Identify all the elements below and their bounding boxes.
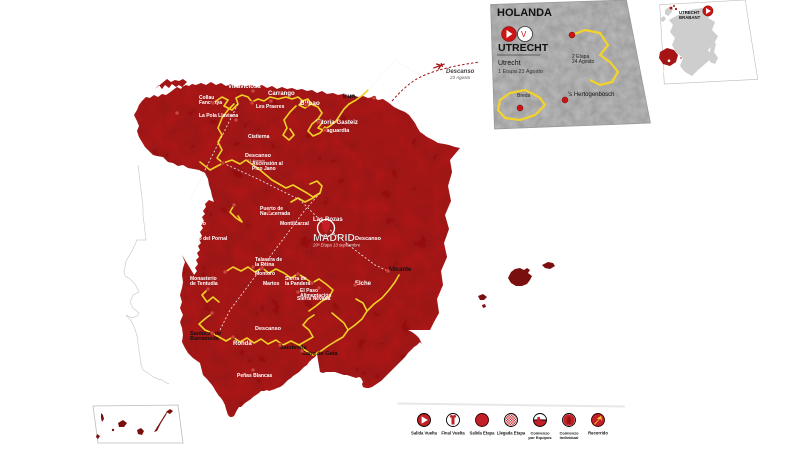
svg-text:Montilcarzal: Montilcarzal <box>280 221 310 227</box>
svg-text:23 Agosto: 23 Agosto <box>449 75 471 80</box>
svg-text:Martos: Martos <box>263 281 280 287</box>
svg-text:Breda: Breda <box>517 93 531 99</box>
svg-text:Ronda: Ronda <box>233 341 252 347</box>
svg-text:Les Praeres: Les Praeres <box>256 104 285 110</box>
svg-text:BRABANT: BRABANT <box>679 15 701 20</box>
svg-text:Laguardia: Laguardia <box>323 128 350 134</box>
svg-text:Tamaros: Tamaros <box>160 319 181 325</box>
svg-text:Alto del Pornal: Alto del Pornal <box>192 236 228 242</box>
svg-text:1 Etapa 23 Agosto: 1 Etapa 23 Agosto <box>498 69 543 75</box>
svg-text:la Pandera: la Pandera <box>285 281 311 287</box>
svg-text:24 Agosto: 24 Agosto <box>572 59 594 65</box>
svg-text:Villaviciosa: Villaviciosa <box>228 84 261 90</box>
svg-text:Final Vuelta: Final Vuelta <box>441 431 465 436</box>
svg-text:Alimentación: Alimentación <box>300 293 331 299</box>
svg-text:Pico Jano: Pico Jano <box>252 166 276 172</box>
svg-text:Navacerrada: Navacerrada <box>260 211 290 217</box>
svg-text:de Tentudia: de Tentudia <box>190 281 218 287</box>
svg-text:V: V <box>521 30 527 39</box>
svg-text:29ª Etapa 13 septiembre: 29ª Etapa 13 septiembre <box>312 243 361 248</box>
svg-text:MADRID: MADRID <box>661 69 681 75</box>
svg-text:Trujillo: Trujillo <box>188 221 207 227</box>
svg-text:Aracena: Aracena <box>150 288 170 294</box>
svg-text:Fancuaya: Fancuaya <box>199 100 222 106</box>
svg-text:Salida Etapa: Salida Etapa <box>470 431 496 436</box>
svg-text:Vitoria-Gasteiz: Vitoria-Gasteiz <box>316 120 358 126</box>
svg-text:Llegada Etapa: Llegada Etapa <box>497 431 526 436</box>
svg-text:Irun: Irun <box>343 93 355 100</box>
svg-text:Recorrido: Recorrido <box>588 431 608 436</box>
svg-text:Barrameda: Barrameda <box>190 336 220 342</box>
svg-text:La Pola Llaviana: La Pola Llaviana <box>199 113 238 119</box>
svg-text:Bilbao: Bilbao <box>300 100 320 107</box>
svg-text:por Equipos: por Equipos <box>528 435 552 440</box>
svg-text:'s Hertogenbosch: 's Hertogenbosch <box>568 92 615 98</box>
svg-text:Carrango: Carrango <box>268 91 295 97</box>
svg-text:Peñas Blancas: Peñas Blancas <box>237 373 273 379</box>
svg-text:Las Rozas: Las Rozas <box>313 217 343 223</box>
svg-text:Elche: Elche <box>355 281 372 287</box>
svg-text:Descanso: Descanso <box>355 236 382 242</box>
svg-text:Cabo de Gata: Cabo de Gata <box>302 351 338 357</box>
svg-text:HOLANDA: HOLANDA <box>497 7 552 19</box>
svg-text:Alicante: Alicante <box>388 267 412 273</box>
svg-text:Individual: Individual <box>560 435 579 440</box>
svg-text:UTRECHT: UTRECHT <box>498 42 549 54</box>
svg-text:Salida Vuelta: Salida Vuelta <box>411 431 438 436</box>
svg-text:Cistierna: Cistierna <box>248 134 270 140</box>
svg-text:la Reina: la Reina <box>255 262 274 268</box>
svg-text:Utrecht: Utrecht <box>498 60 521 67</box>
svg-text:Descanso: Descanso <box>255 326 282 332</box>
svg-text:Montoro: Montoro <box>255 271 275 277</box>
